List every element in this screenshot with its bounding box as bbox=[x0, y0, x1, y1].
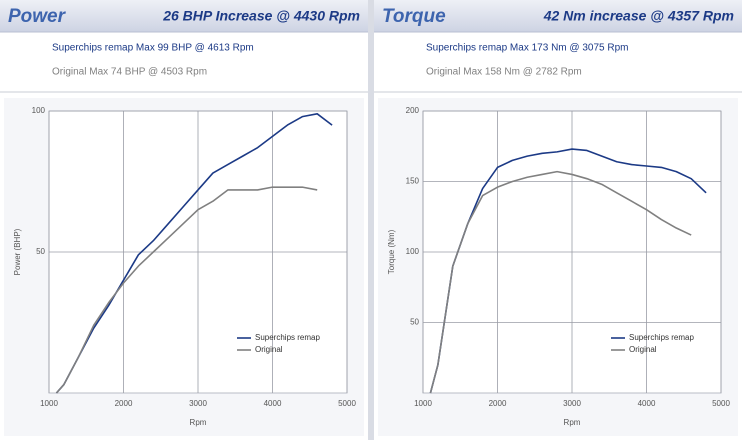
panel-header bbox=[374, 0, 742, 32]
legend-label: Original bbox=[255, 345, 283, 354]
y-tick-label: 200 bbox=[406, 106, 420, 115]
panel: Power 26 BHP Increase @ 4430 Rpm Superchip… bbox=[0, 0, 368, 436]
annotation: Original Max 74 BHP @ 4503 Rpm bbox=[52, 67, 207, 78]
x-axis-label: Rpm bbox=[190, 418, 207, 427]
x-tick-label: 4000 bbox=[638, 399, 656, 408]
annotation: Original Max 158 Nm @ 2782 Rpm bbox=[426, 67, 582, 78]
panel: Torque 42 Nm increase @ 4357 Rpm Superchip… bbox=[374, 0, 742, 436]
series-line bbox=[429, 170, 692, 394]
panel-header bbox=[0, 0, 368, 32]
legend-label: Superchips remap bbox=[629, 333, 694, 342]
panel-subtitle: 26 BHP Increase @ 4430 Rpm bbox=[162, 8, 360, 24]
x-tick-label: 5000 bbox=[712, 399, 730, 408]
x-tick-label: 3000 bbox=[189, 399, 207, 408]
x-tick-label: 1000 bbox=[414, 399, 432, 408]
x-tick-label: 2000 bbox=[489, 399, 507, 408]
x-axis-label: Rpm bbox=[564, 418, 581, 427]
panel-title: Torque bbox=[382, 6, 446, 27]
x-tick-label: 4000 bbox=[264, 399, 282, 408]
y-tick-label: 100 bbox=[32, 106, 46, 115]
panel-subtitle: 42 Nm increase @ 4357 Rpm bbox=[543, 8, 734, 24]
legend-label: Superchips remap bbox=[255, 333, 320, 342]
x-tick-label: 3000 bbox=[563, 399, 581, 408]
series-line bbox=[55, 113, 333, 394]
annotation: Superchips remap Max 173 Nm @ 3075 Rpm bbox=[426, 43, 628, 54]
x-tick-label: 5000 bbox=[338, 399, 356, 408]
panel-divider bbox=[368, 0, 374, 440]
x-tick-label: 1000 bbox=[40, 399, 58, 408]
x-tick-label: 2000 bbox=[115, 399, 133, 408]
y-tick-label: 150 bbox=[406, 177, 420, 186]
y-tick-label: 100 bbox=[406, 247, 420, 256]
y-axis-label: Power (BHP) bbox=[13, 228, 22, 275]
y-tick-label: 50 bbox=[36, 247, 45, 256]
annotation: Superchips remap Max 99 BHP @ 4613 Rpm bbox=[52, 43, 254, 54]
series-line bbox=[55, 186, 318, 394]
y-tick-label: 50 bbox=[410, 318, 419, 327]
panel-title: Power bbox=[8, 6, 67, 27]
y-axis-label: Torque (Nm) bbox=[387, 229, 396, 274]
legend-label: Original bbox=[629, 345, 657, 354]
